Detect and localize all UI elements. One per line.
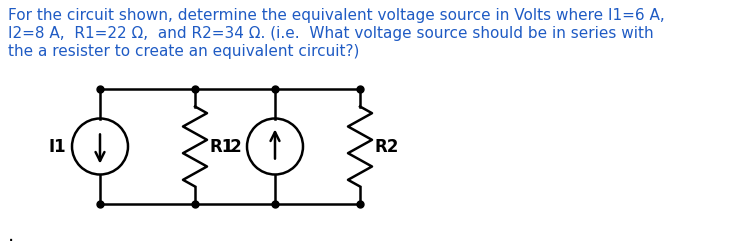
Text: .: . <box>8 225 14 244</box>
Text: I2=8 A,  R1=22 Ω,  and R2=34 Ω. (i.e.  What voltage source should be in series w: I2=8 A, R1=22 Ω, and R2=34 Ω. (i.e. What… <box>8 26 654 41</box>
Text: R1: R1 <box>210 138 234 156</box>
Text: the a resister to create an equivalent circuit?): the a resister to create an equivalent c… <box>8 44 359 59</box>
Text: R2: R2 <box>375 138 399 156</box>
Text: I1: I1 <box>48 138 66 156</box>
Text: I2: I2 <box>224 138 242 156</box>
Text: For the circuit shown, determine the equivalent voltage source in Volts where I1: For the circuit shown, determine the equ… <box>8 8 665 23</box>
